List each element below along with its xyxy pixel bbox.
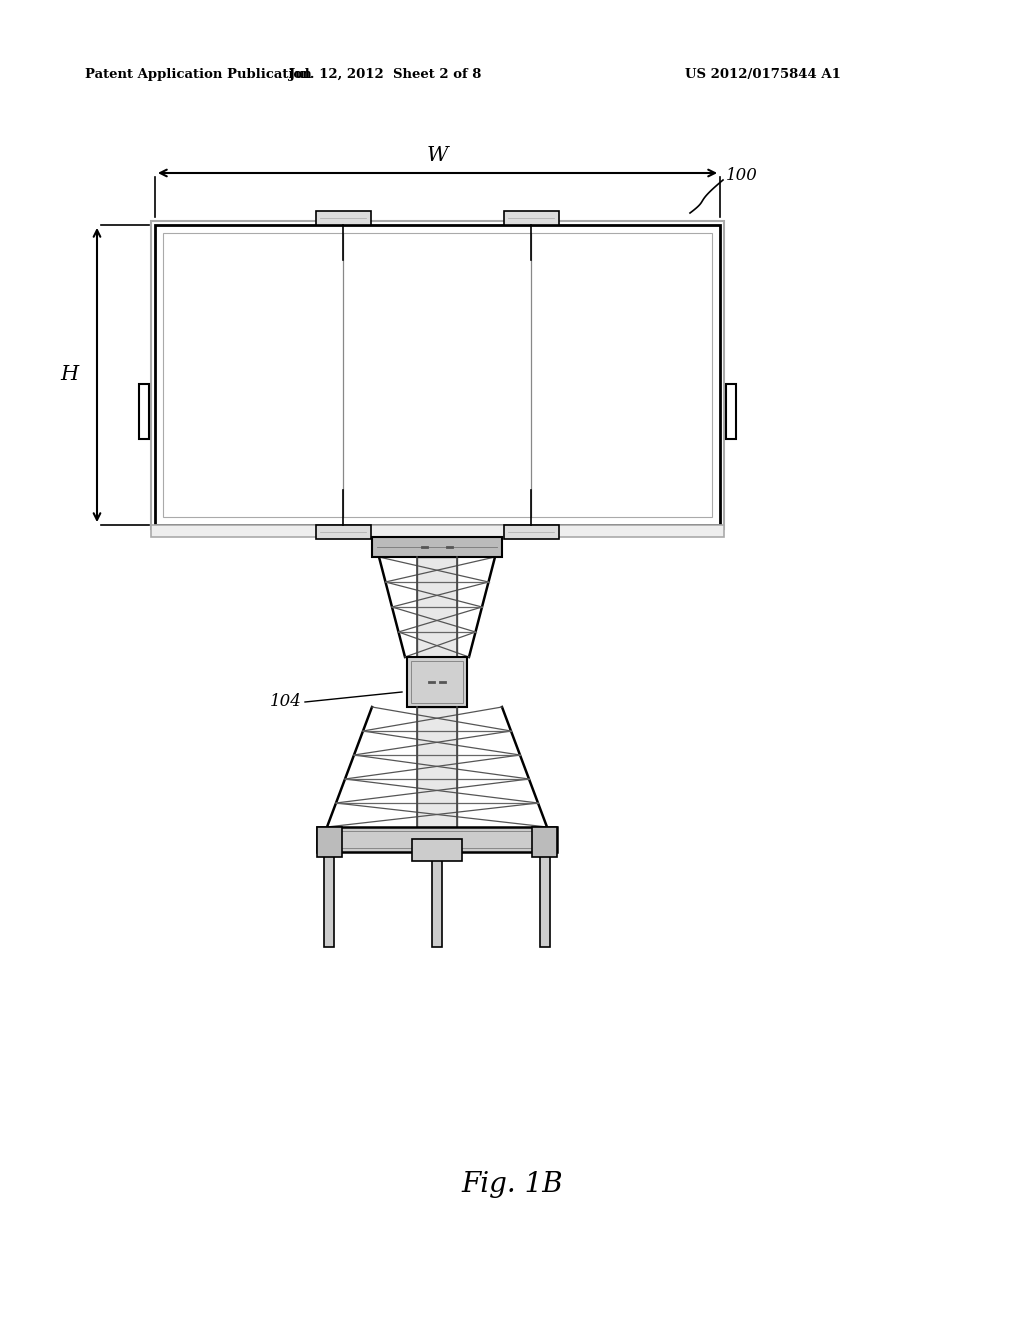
Bar (372, 537, 502, 557)
Bar (324, 851, 334, 946)
Text: 100: 100 (726, 166, 758, 183)
Bar (411, 661, 463, 704)
Bar (151, 525, 724, 537)
Bar (412, 840, 462, 861)
Text: Jul. 12, 2012  Sheet 2 of 8: Jul. 12, 2012 Sheet 2 of 8 (289, 69, 481, 81)
Bar (532, 828, 557, 857)
Bar (504, 525, 559, 539)
Bar (540, 851, 550, 946)
Bar (432, 851, 442, 946)
Bar (316, 211, 371, 224)
Bar (317, 828, 342, 857)
Text: Patent Application Publication: Patent Application Publication (85, 69, 311, 81)
Text: Fig. 1B: Fig. 1B (461, 1172, 563, 1199)
Bar (504, 211, 559, 224)
Bar (155, 224, 720, 525)
Text: 104: 104 (270, 693, 302, 710)
Bar (407, 657, 467, 708)
Text: US 2012/0175844 A1: US 2012/0175844 A1 (685, 69, 841, 81)
Text: H: H (60, 366, 79, 384)
Bar (163, 234, 712, 517)
Bar (726, 384, 736, 440)
Text: W: W (426, 147, 447, 165)
Bar (139, 384, 150, 440)
Bar (417, 557, 457, 657)
Bar (316, 525, 371, 539)
Bar (417, 708, 457, 828)
Bar (321, 832, 553, 847)
Bar (151, 220, 724, 529)
Bar (317, 828, 557, 851)
